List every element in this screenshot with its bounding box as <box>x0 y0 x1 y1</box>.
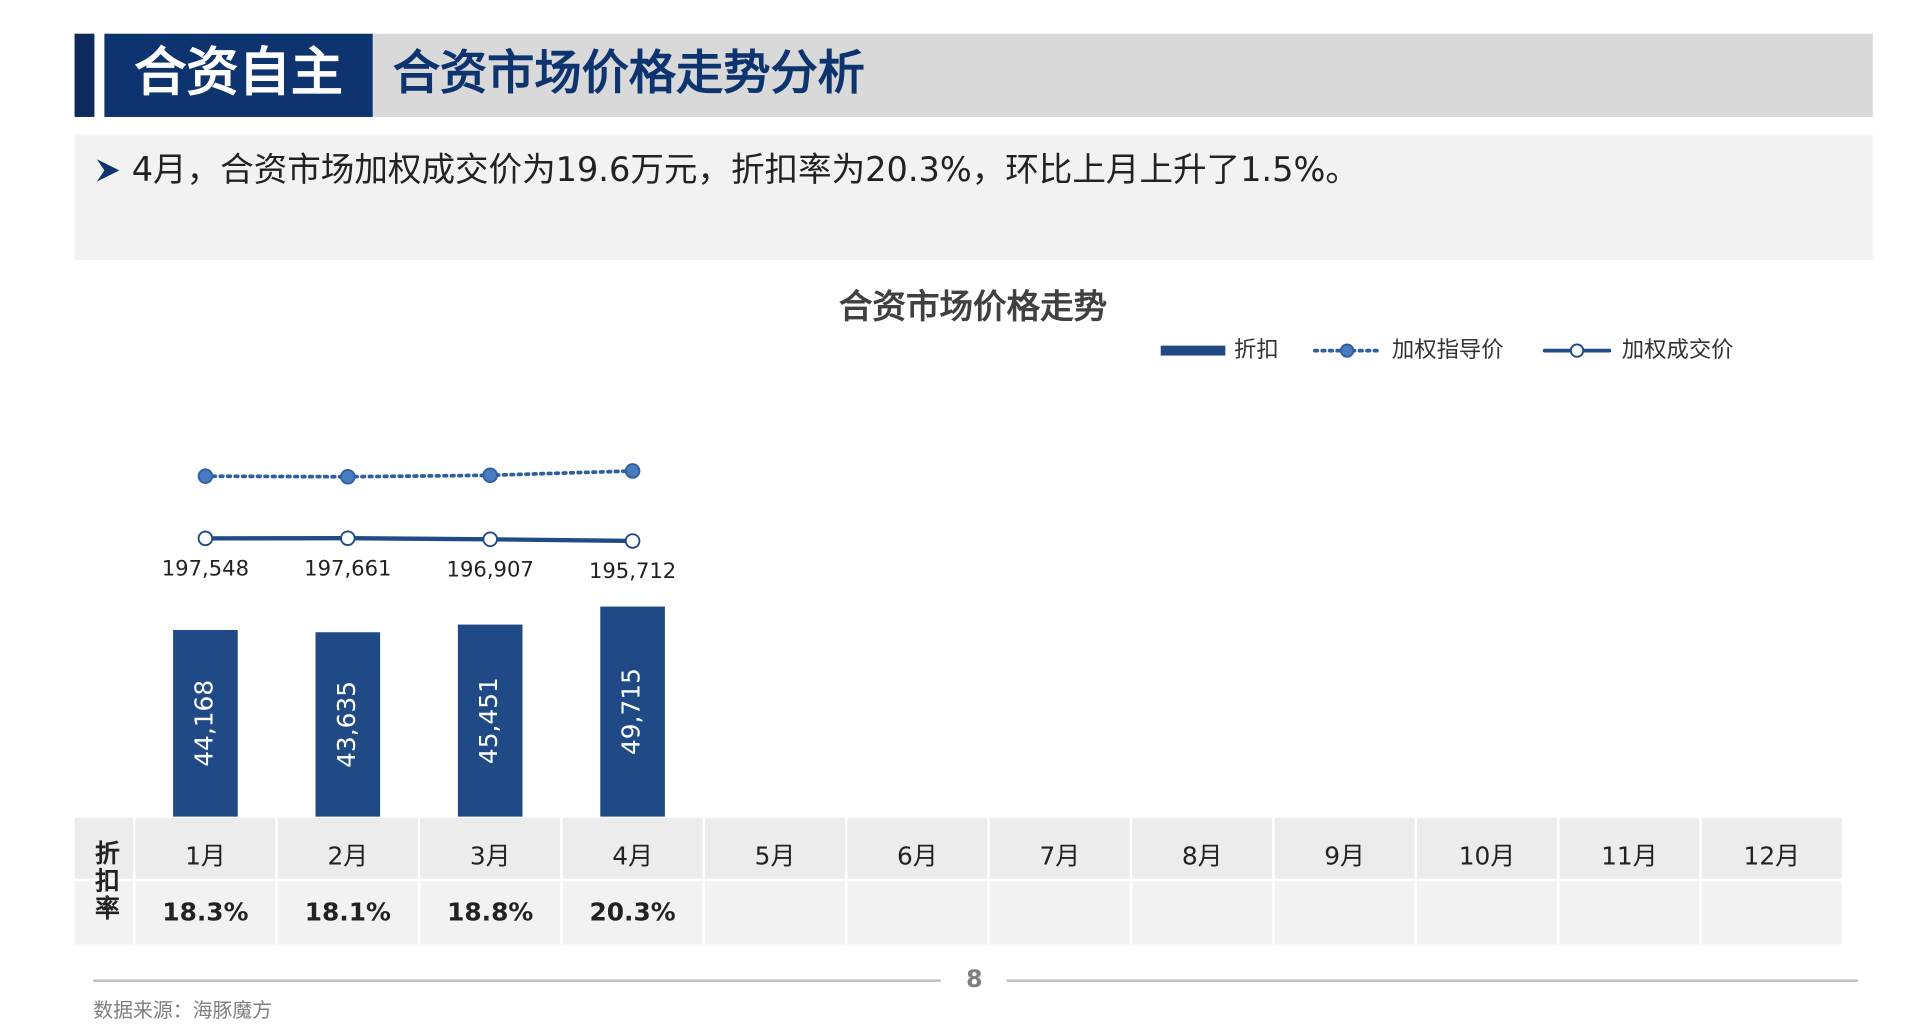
accent-strip <box>74 33 95 117</box>
point-label: 197,548 <box>162 555 249 580</box>
point <box>340 530 356 546</box>
category-label: 12月 <box>1744 842 1800 871</box>
bar <box>600 606 665 817</box>
legend-swatch <box>1160 345 1226 356</box>
category-label: 1月 <box>185 842 226 871</box>
category-label: 11月 <box>1601 842 1657 871</box>
page-title: 合资市场价格走势分析 <box>393 46 865 101</box>
legend-swatch <box>1339 343 1355 358</box>
chart-title: 合资市场价格走势 <box>839 287 1107 326</box>
legend-label: 折扣 <box>1234 337 1279 363</box>
point-label: 195,712 <box>589 558 676 583</box>
bar <box>315 632 381 817</box>
table-header-row <box>74 817 1843 880</box>
source: 数据来源：海豚魔方 <box>93 999 272 1022</box>
legend-label: 加权成交价 <box>1622 337 1734 363</box>
legend-label: 加权指导价 <box>1392 337 1504 363</box>
point-label: 197,661 <box>304 555 391 580</box>
category-label: 8月 <box>1182 842 1223 871</box>
category-label: 3月 <box>470 842 511 871</box>
category-label: 7月 <box>1039 842 1080 871</box>
tag: 合资自主 <box>134 43 343 103</box>
point <box>482 531 498 548</box>
category-label: 5月 <box>755 842 796 871</box>
bullet <box>96 159 120 182</box>
discount-rate: 18.8% <box>447 898 533 927</box>
point <box>340 469 356 485</box>
bar-label: 49,715 <box>617 668 646 755</box>
category-label: 2月 <box>327 842 368 871</box>
bar-label: 44,168 <box>189 680 218 767</box>
line <box>203 469 635 479</box>
point <box>624 463 641 479</box>
table-rate-row <box>74 879 1843 945</box>
summary-box <box>74 134 1873 260</box>
point <box>482 467 498 484</box>
line <box>203 536 635 544</box>
category-label: 6月 <box>897 842 938 871</box>
point <box>197 468 214 484</box>
category-label: 4月 <box>612 842 653 871</box>
discount-rate: 18.3% <box>162 898 248 927</box>
point <box>197 530 214 547</box>
bar-label: 43,635 <box>332 681 361 768</box>
point-label: 196,907 <box>447 556 534 581</box>
bar <box>173 629 238 817</box>
discount-rate: 18.1% <box>305 898 391 927</box>
tag-box <box>104 33 373 117</box>
point <box>624 533 641 549</box>
bar <box>457 624 523 817</box>
page-number: 8 <box>966 965 982 993</box>
category-label: 10月 <box>1459 842 1515 871</box>
title-band <box>372 33 1873 117</box>
table-row-label: 折扣率 <box>91 840 120 922</box>
category-label: 9月 <box>1324 842 1365 871</box>
legend-swatch <box>1569 343 1585 358</box>
discount-rate: 20.3% <box>589 898 675 927</box>
bar-label: 45,451 <box>474 677 503 764</box>
summary: 4月，合资市场加权成交价为19.6万元，折扣率为20.3%，环比上月上升了1.5… <box>132 150 1359 189</box>
